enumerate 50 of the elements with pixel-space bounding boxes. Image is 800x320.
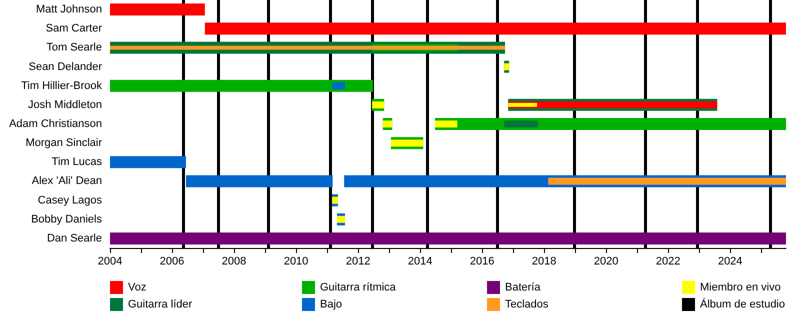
bar [110, 46, 506, 50]
bar [110, 80, 373, 92]
y-tick-label: Sean Delander [28, 60, 102, 73]
y-tick-label: Tom Searle [46, 42, 102, 54]
x-tick-label: 2024 [718, 256, 742, 268]
bar [110, 4, 205, 16]
y-tick-label: Adam Christianson [9, 118, 102, 130]
bar [204, 22, 786, 35]
bar [508, 101, 718, 108]
bar [434, 120, 458, 128]
legend-label: Guitarra líder [128, 298, 193, 310]
y-tick-label: Sam Carter [46, 22, 102, 35]
bar [548, 178, 786, 185]
x-tick-label: 2022 [656, 256, 680, 268]
legend-label: Voz [128, 282, 146, 294]
bar [332, 196, 338, 204]
x-tick-label: 2018 [532, 256, 556, 268]
legend-label: Batería [505, 282, 542, 294]
y-tick-label: Morgan Sinclair [26, 137, 102, 150]
x-tick-label: 2016 [470, 256, 494, 268]
x-tick-label: 2014 [408, 256, 432, 268]
y-tick-label: Matt Johnson [36, 4, 102, 16]
x-tick-label: 2020 [594, 256, 618, 268]
legend-label: Teclados [505, 298, 549, 310]
x-tick-label: 2008 [222, 256, 246, 268]
bar [382, 120, 392, 128]
x-tick-label: 2010 [284, 256, 308, 268]
legend-label: Guitarra rítmica [320, 282, 397, 294]
bar [504, 63, 510, 70]
legend-label: Bajo [320, 298, 342, 310]
bar [186, 175, 333, 188]
legend-label: Álbum de estudio [700, 298, 785, 310]
y-tick-label: Bobby Daniels [31, 213, 102, 226]
x-tick-label: 2006 [160, 256, 184, 268]
y-tick-label: Alex 'Ali' Dean [32, 175, 102, 188]
y-tick-label: Dan Searle [46, 232, 102, 244]
bar [504, 120, 538, 128]
y-tick-label: Josh Middleton [28, 98, 102, 111]
bar [390, 140, 424, 147]
bar [110, 156, 186, 168]
bar [372, 101, 384, 108]
legend-label: Miembro en vivo [700, 282, 781, 294]
x-tick-label: 2004 [98, 256, 122, 268]
y-tick-label: Tim Hillier-Brook [21, 80, 102, 92]
x-tick-label: 2012 [346, 256, 370, 268]
bar [110, 232, 786, 244]
bar [508, 102, 537, 107]
y-tick-label: Tim Lucas [52, 156, 102, 168]
y-tick-label: Casey Lagos [38, 194, 102, 206]
bar [336, 216, 346, 223]
